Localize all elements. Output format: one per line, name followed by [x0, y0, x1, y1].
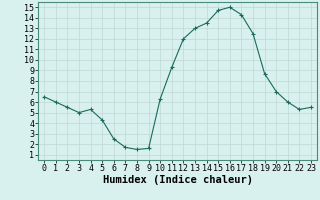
X-axis label: Humidex (Indice chaleur): Humidex (Indice chaleur): [103, 175, 252, 185]
